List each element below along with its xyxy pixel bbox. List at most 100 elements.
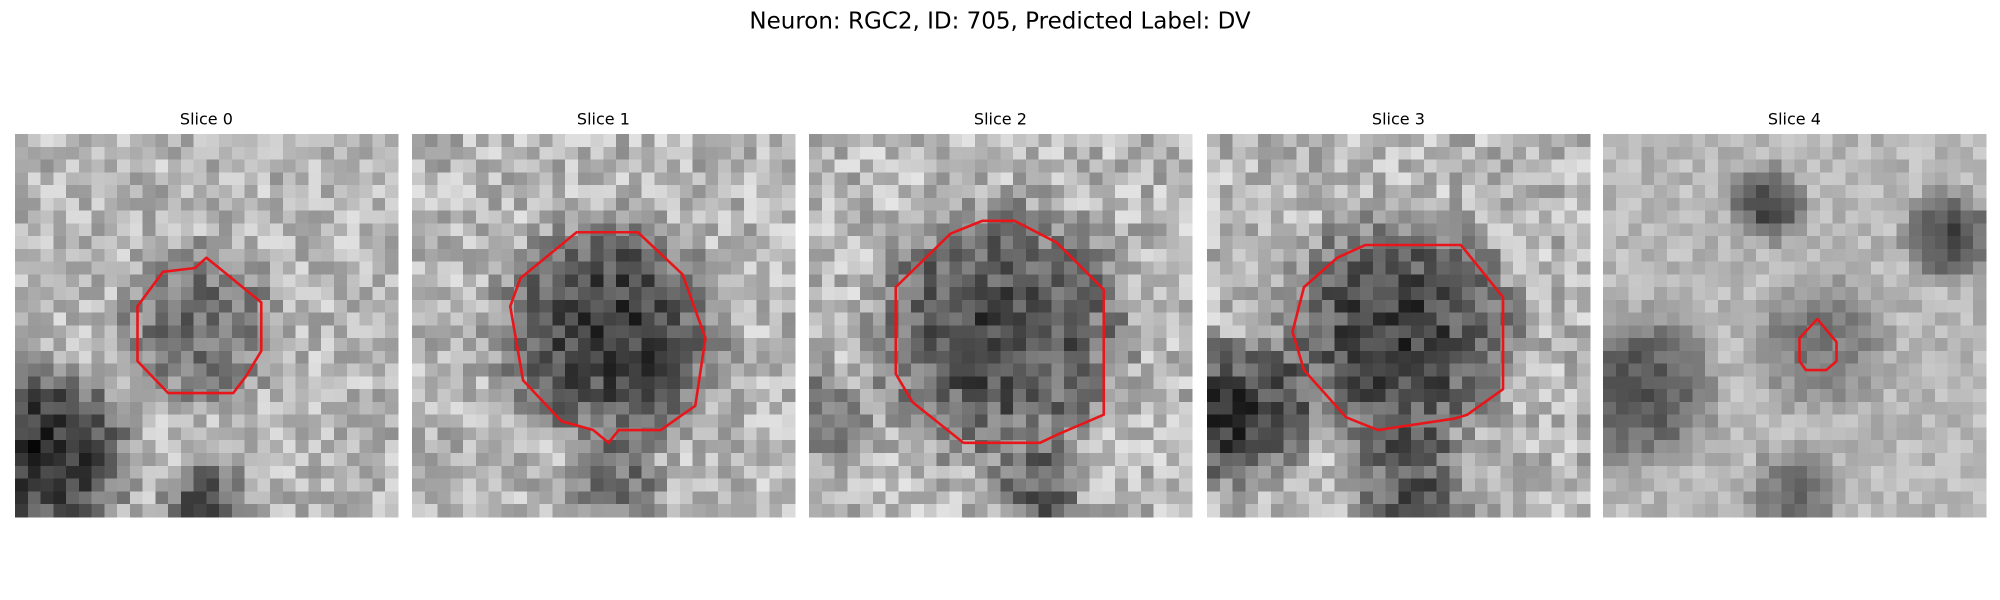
pixel [552,325,566,339]
pixel [450,325,464,339]
pixel [1922,146,1936,161]
pixel [1628,146,1642,161]
pixel [552,134,566,148]
pixel [936,312,950,326]
pixel [1973,427,1987,441]
pixel [667,159,681,173]
pixel [821,504,836,518]
pixel [104,427,118,441]
pixel [1743,478,1757,492]
pixel [1347,427,1361,441]
pixel [27,440,42,454]
pixel [885,427,899,441]
pixel [1219,440,1234,454]
pixel [308,197,322,212]
pixel [1500,159,1514,173]
pixel [1360,427,1374,441]
pixel [641,210,656,224]
pixel [206,465,220,480]
pixel [1858,299,1872,314]
pixel [142,453,156,467]
pixel [1258,363,1272,378]
pixel [1973,453,1987,467]
pixel [1360,401,1374,416]
pixel [1717,146,1732,161]
pixel [1768,287,1783,301]
pixel [987,401,1001,416]
pixel [78,146,93,161]
pixel [117,350,131,365]
pixel [692,134,707,148]
pixel [1794,312,1808,326]
pixel [936,185,950,199]
pixel [1564,465,1578,480]
pixel [885,185,899,199]
pixel [1692,134,1706,148]
pixel [1679,453,1693,467]
pixel [1232,159,1246,173]
pixel [1179,159,1193,173]
pixel [1947,287,1961,301]
pixel [193,338,207,352]
pixel [1128,376,1142,390]
pixel [1334,376,1348,390]
pixel [1115,197,1129,212]
pixel [1474,146,1489,161]
pixel [1705,134,1719,148]
pixel [1960,159,1974,173]
pixel [847,427,861,441]
pixel [142,376,156,390]
pixel [1372,453,1387,467]
pixel [104,376,118,390]
pixel [743,274,758,288]
pixel [1666,363,1681,378]
pixel [1615,504,1630,518]
pixel [1973,312,1987,326]
pixel [1245,172,1259,186]
pixel [1819,287,1834,301]
pixel [616,376,630,390]
pixel [66,312,80,326]
pixel [219,197,233,212]
pixel [1372,312,1387,326]
pixel [1232,223,1246,237]
pixel [936,299,950,314]
pixel [1283,261,1297,275]
pixel [923,274,938,288]
pixel [809,478,823,492]
pixel [1347,185,1361,199]
pixel [731,401,745,416]
pixel [1768,376,1783,390]
pixel [1102,172,1116,186]
pixel [424,325,439,339]
pixel [1207,172,1221,186]
pixel [1768,453,1783,467]
pixel [603,465,617,480]
pixel [590,338,604,352]
pixel [1334,389,1348,403]
pixel [1372,236,1387,250]
pixel [1717,210,1732,224]
pixel [1334,491,1348,505]
pixel [1641,146,1655,161]
pixel [1845,427,1859,441]
pixel [1934,465,1949,480]
pixel [769,159,783,173]
pixel [1000,223,1014,237]
pixel [1960,146,1974,161]
pixel [1321,478,1336,492]
pixel [809,287,823,301]
pixel [743,172,758,186]
pixel [1692,440,1706,454]
pixel [1166,210,1180,224]
pixel [1153,299,1167,314]
pixel [1179,299,1193,314]
pixel [1179,210,1193,224]
pixel [1832,453,1847,467]
pixel [936,478,950,492]
pixel [1807,236,1821,250]
pixel [705,274,719,288]
pixel [769,376,783,390]
pixel [1526,350,1540,365]
pixel [1615,223,1630,237]
